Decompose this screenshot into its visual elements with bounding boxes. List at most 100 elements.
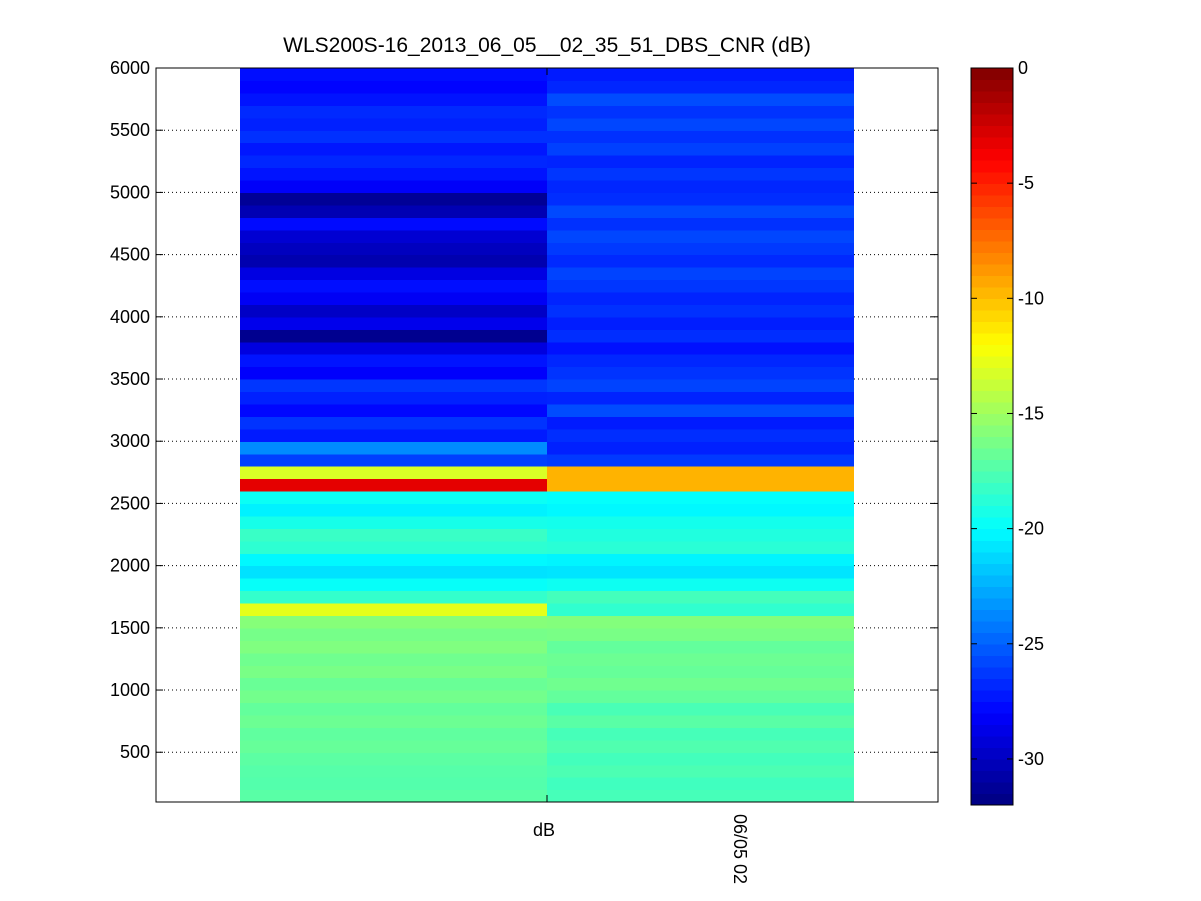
colorbar-step-9 [971, 689, 1013, 702]
colorbar-step-49 [971, 229, 1013, 242]
heatmap-cell-left-14 [240, 615, 547, 629]
y-tick-label-3000: 3000 [110, 431, 150, 451]
colorbar-step-63 [971, 68, 1013, 81]
heatmap-cell-left-24 [240, 490, 547, 505]
heatmap-cell-left-27 [240, 453, 547, 467]
heatmap-cell-right-26 [547, 466, 854, 480]
colorbar-step-31 [971, 436, 1013, 449]
colorbar-step-23 [971, 528, 1013, 541]
colorbar-step-50 [971, 217, 1013, 230]
heatmap-cell-left-48 [240, 192, 547, 206]
heatmap-cell-right-45 [547, 229, 854, 243]
heatmap-cell-right-2 [547, 764, 854, 778]
heatmap-cell-right-24 [547, 490, 854, 505]
y-tick-label-5500: 5500 [110, 120, 150, 140]
colorbar-step-3 [971, 758, 1013, 772]
colorbar-step-2 [971, 770, 1013, 783]
colorbar-step-12 [971, 655, 1013, 668]
heatmap-cell-right-13 [547, 627, 854, 641]
y-tick-label-2000: 2000 [110, 556, 150, 576]
colorbar-step-45 [971, 275, 1013, 288]
colorbar-step-4 [971, 747, 1013, 760]
heatmap-cell-left-50 [240, 167, 547, 181]
heatmap-cell-left-11 [240, 652, 547, 666]
heatmap-cell-left-19 [240, 553, 547, 567]
colorbar-step-43 [971, 298, 1013, 311]
heatmap-cell-right-35 [547, 354, 854, 368]
colorbar-step-32 [971, 424, 1013, 438]
colorbar-step-38 [971, 355, 1013, 369]
colorbar-tick-label--5: -5 [1018, 173, 1034, 193]
colorbar-step-11 [971, 666, 1013, 679]
colorbar-ticks: 0 -5 -10 -15 -20 -25 -30 [971, 58, 1044, 769]
x-axis-ticks: dB 06/05 02 [533, 68, 750, 884]
colorbar-step-56 [971, 148, 1013, 161]
colorbar-step-16 [971, 609, 1013, 622]
colorbar-step-39 [971, 344, 1013, 357]
colorbar-step-33 [971, 413, 1013, 426]
heatmap-cell-right-55 [547, 105, 854, 119]
colorbar-step-13 [971, 643, 1013, 656]
heatmap-cell-right-17 [547, 578, 854, 592]
heatmap-cell-right-11 [547, 652, 854, 666]
heatmap-cell-right-53 [547, 130, 854, 144]
heatmap-cell-right-14 [547, 615, 854, 629]
colorbar-step-37 [971, 367, 1013, 380]
colorbar-step-24 [971, 517, 1013, 530]
heatmap-cell-left-39 [240, 304, 547, 318]
colorbar-step-59 [971, 114, 1013, 127]
heatmap-cell-left-58 [240, 68, 547, 82]
heatmap-cell-right-8 [547, 690, 854, 704]
heatmap-cell-right-18 [547, 565, 854, 579]
colorbar-step-42 [971, 309, 1013, 322]
heatmap-cell-left-6 [240, 714, 547, 728]
heatmap-cell-right-10 [547, 665, 854, 679]
heatmap-cell-right-0 [547, 789, 854, 803]
y-axis-ticks: 500 1000 1500 2000 2500 3000 3500 4000 4500 5000 5… [110, 58, 938, 762]
x-tick-label-0: dB [533, 820, 555, 840]
y-tick-label-500: 500 [120, 742, 150, 762]
heatmap-cell-left-42 [240, 267, 547, 281]
heatmap-cell-left-49 [240, 179, 547, 194]
colorbar-step-1 [971, 781, 1013, 795]
heatmap-cell-right-28 [547, 441, 854, 455]
colorbar-step-28 [971, 471, 1013, 484]
colorbar [970, 67, 1014, 806]
colorbar-step-5 [971, 735, 1013, 749]
heatmap-cell-left-13 [240, 627, 547, 641]
colorbar-step-27 [971, 482, 1013, 495]
heatmap-cell-left-17 [240, 578, 547, 592]
heatmap-cell-left-47 [240, 204, 547, 218]
colorbar-tick-label--20: -20 [1018, 519, 1044, 539]
heatmap-cell-left-40 [240, 291, 547, 305]
heatmap-cell-left-28 [240, 441, 547, 455]
colorbar-tick-label-0: 0 [1018, 58, 1028, 78]
heatmap-cell-right-33 [547, 379, 854, 393]
heatmap-cell-left-37 [240, 329, 547, 343]
heatmap-cell-right-23 [547, 503, 854, 517]
heatmap-cell-left-4 [240, 739, 547, 753]
heatmap-cell-left-36 [240, 341, 547, 355]
y-tick-label-2500: 2500 [110, 493, 150, 513]
y-tick-label-1500: 1500 [110, 618, 150, 638]
heatmap-cell-left-18 [240, 565, 547, 579]
heatmap-cell-left-31 [240, 403, 547, 417]
heatmap-cell-right-37 [547, 329, 854, 343]
colorbar-step-53 [971, 183, 1013, 196]
heatmap-cell-left-1 [240, 777, 547, 791]
heatmap-cell-left-54 [240, 117, 547, 131]
heatmap-cell-right-50 [547, 167, 854, 181]
heatmap-cell-left-16 [240, 590, 547, 604]
heatmap-cell-right-54 [547, 117, 854, 131]
heatmap-cell-right-51 [547, 155, 854, 169]
colorbar-step-55 [971, 160, 1013, 173]
heatmap-cell-right-42 [547, 267, 854, 281]
heatmap-cell-right-39 [547, 304, 854, 318]
heatmap-cell-right-1 [547, 777, 854, 791]
colorbar-tick-label--25: -25 [1018, 634, 1044, 654]
heatmap-cell-right-29 [547, 428, 854, 442]
heatmap-cell-left-9 [240, 677, 547, 691]
colorbar-step-54 [971, 171, 1013, 184]
heatmap-cell-left-2 [240, 764, 547, 778]
heatmap-cell-left-5 [240, 727, 547, 741]
